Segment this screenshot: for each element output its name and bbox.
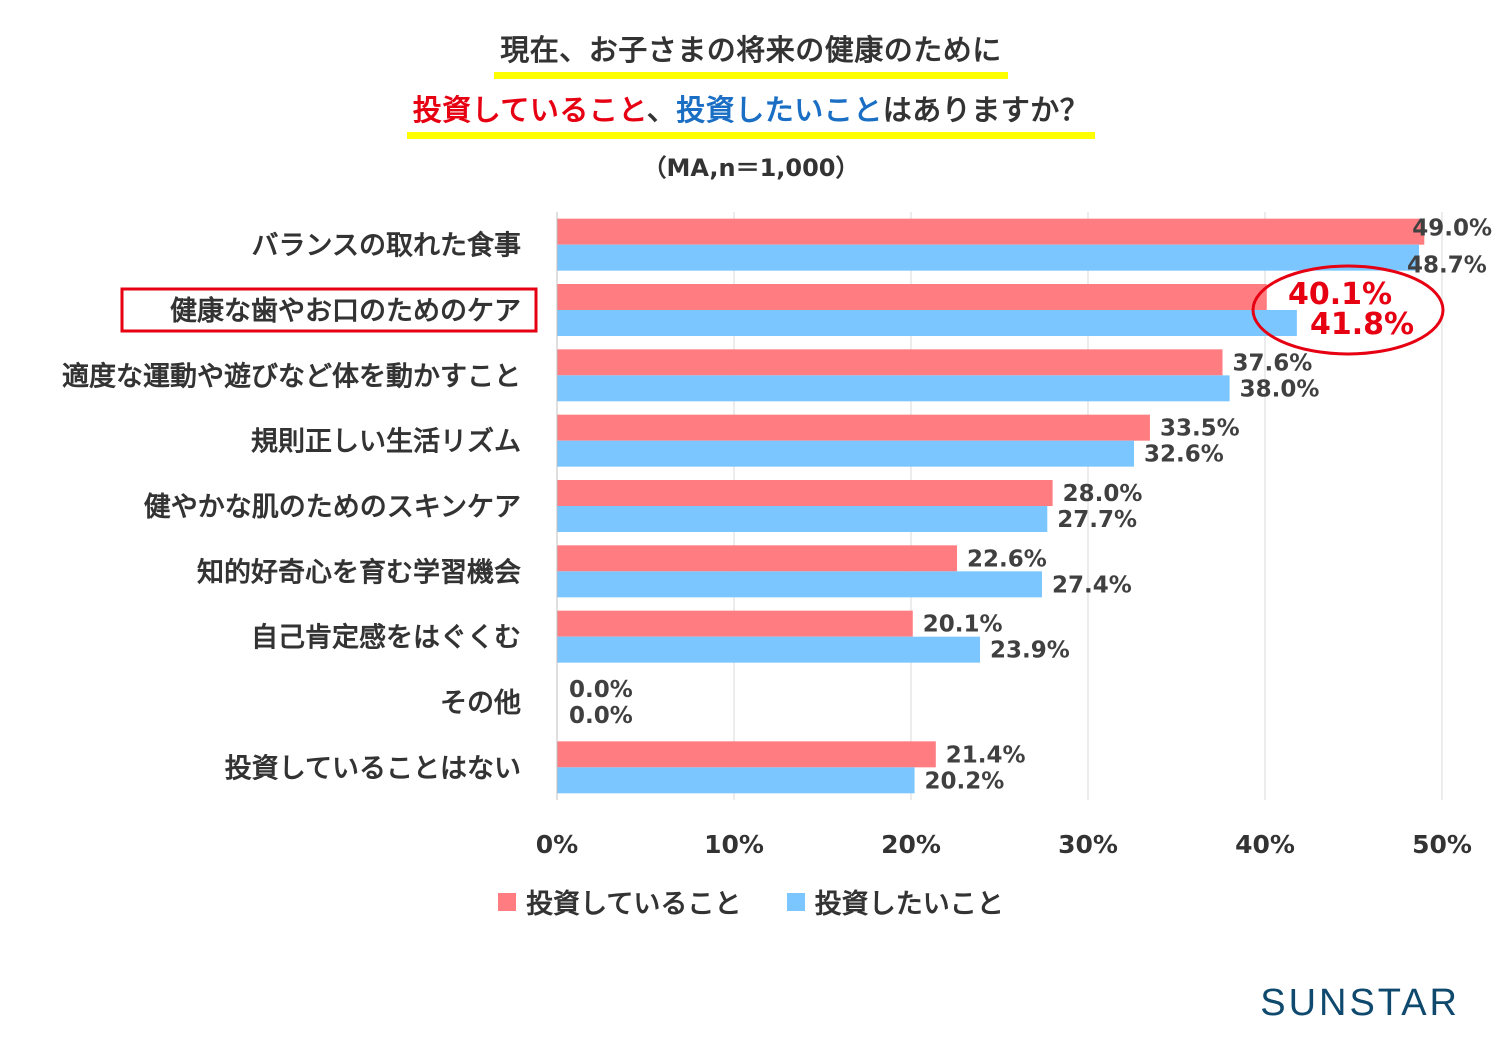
data-label: 0.0% [569,703,633,729]
data-label: 27.4% [1052,572,1132,598]
bar-want [557,506,1048,532]
data-label: 49.0% [1412,216,1492,242]
bar-invested [557,218,1425,245]
data-label: 22.6% [967,546,1047,572]
x-tick-label: 10% [704,830,764,859]
bar-want [557,310,1297,336]
data-label: 21.4% [946,742,1026,768]
data-label: 0.0% [569,677,633,703]
title-want-text: 投資したいこと [676,93,883,127]
category-label: 健やかな肌のためのスキンケア [144,492,521,523]
bar-invested [557,610,913,637]
x-tick-label: 20% [881,830,941,859]
chart-subtitle: （MA,n＝1,000） [642,154,860,182]
title-line1-text: 現在、お子さまの将来の健康のために [494,32,1008,79]
chart-title-line2: 投資していること、投資したいことはありますか？ [0,92,1502,139]
bar-want [557,636,981,663]
bar-invested [557,414,1150,441]
bar-invested [557,284,1267,310]
data-label: 41.8% [1310,307,1414,342]
chart-title-line1: 現在、お子さまの将来の健康のために [0,32,1502,79]
bar-want [557,375,1230,402]
data-label: 48.7% [1407,253,1487,279]
data-label: 27.7% [1057,507,1137,533]
data-label: 23.9% [990,638,1070,664]
bar-invested [557,480,1053,506]
data-label: 20.1% [923,612,1003,638]
category-label: 自己肯定感をはぐくむ [251,622,521,654]
legend: 投資していること 投資したいこと [0,882,1502,921]
bar-want [557,244,1419,271]
data-label: 28.0% [1063,481,1143,507]
bar-want [557,440,1135,467]
data-label: 32.6% [1144,442,1224,468]
bar-invested [557,349,1223,376]
data-label: 40.1% [1288,277,1392,312]
title-separator: 、 [646,93,677,127]
category-label: 適度な運動や遊びなど体を動かすこと [62,360,521,392]
data-label: 33.5% [1160,416,1240,442]
category-label: その他 [440,688,521,719]
highlight-box [120,287,538,333]
bar-invested [557,741,936,768]
data-label: 20.2% [925,768,1005,794]
x-tick-label: 50% [1412,830,1472,859]
category-label: バランスの取れた食事 [252,230,521,262]
data-label: 38.0% [1240,376,1320,402]
legend-swatch-want [786,892,805,911]
title-invested-text: 投資していること [412,93,647,127]
x-tick-label: 40% [1235,830,1295,859]
data-label: 37.6% [1233,350,1313,376]
category-label: 健康な歯やお口のためのケア [170,295,521,327]
title-question-text: はありますか？ [882,93,1090,127]
legend-item-invested: 投資していること [498,882,741,921]
sunstar-logo: SUNSTAR [1260,982,1460,1024]
legend-label-invested: 投資していること [526,889,742,920]
bar-chart: 0% 10% 20% 30% 40% 50% バランスの取れた食事 49.0% 48.7% 健康な… [62,212,1492,859]
legend-label-want: 投資したいこと [814,889,1004,920]
category-label: 規則正しい生活リズム [251,426,521,458]
bar-invested [557,545,958,572]
x-tick-label: 30% [1058,830,1118,859]
legend-swatch-invested [498,892,517,911]
highlight-ellipse [1251,264,1445,356]
legend-item-want: 投資したいこと [786,882,1004,921]
x-tick-label: 0% [536,830,578,859]
bar-want [557,767,915,794]
bar-want [557,571,1042,598]
category-label: 知的好奇心を育む学習機会 [197,556,521,588]
category-label: 投資していることはない [225,753,521,784]
